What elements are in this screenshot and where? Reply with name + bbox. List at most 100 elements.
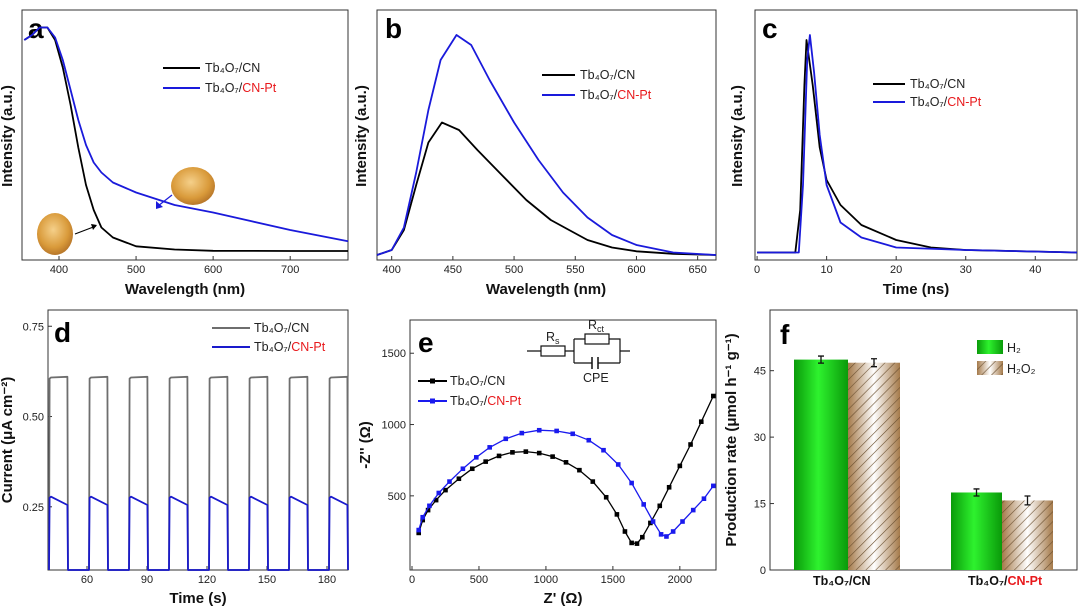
label-cpe: CPE [583, 371, 609, 385]
data-point [698, 419, 704, 424]
panel-letter: a [28, 13, 44, 44]
x-tick-label: 650 [688, 264, 706, 276]
panel-letter: d [54, 317, 71, 348]
data-point [416, 527, 422, 533]
arrow-head [156, 201, 163, 209]
bar-h2 [951, 492, 1002, 570]
label-prefix: Tb₄O₇/ [450, 374, 488, 388]
plot-frame [769, 309, 1078, 571]
label-suffix: CN-Pt [291, 340, 326, 354]
error-bar [1024, 495, 1031, 506]
legend-label: Tb₄O₇/CN [205, 61, 260, 75]
data-point [523, 449, 529, 454]
x-axis-title: Z' (Ω) [544, 590, 583, 607]
data-point [711, 393, 716, 399]
label-prefix: Tb₄O₇/ [205, 61, 243, 75]
x-tick-label: 600 [627, 264, 645, 276]
x-tick-label: 600 [204, 264, 222, 276]
legend-label: Tb₄O₇/CN [910, 77, 965, 91]
data-point [487, 445, 492, 450]
label-prefix: Tb₄O₇/ [580, 88, 618, 102]
error-bar [871, 358, 877, 368]
x-tick-label: 400 [50, 264, 68, 276]
label-suffix: CN [291, 321, 309, 335]
x-axis-title: Time (s) [169, 590, 226, 607]
panel-letter: f [780, 319, 790, 350]
bar-hatch [1002, 500, 1053, 570]
label-prefix: Tb₄O₇/ [813, 574, 853, 588]
circuit-wires [527, 338, 630, 364]
panel-d: d 60 90 120 150 180 0.25 0.50 0.75 Time (s) Curren… [0, 309, 349, 607]
data-point [670, 529, 676, 534]
label-prefix: Tb₄O₇/ [254, 340, 292, 354]
series-line [23, 26, 349, 243]
legend-label: Tb₄O₇/CN-Pt [580, 88, 652, 102]
x-tick-label: 20 [890, 264, 902, 276]
data-point [641, 502, 646, 507]
legend-label: Tb₄O₇/CN-Pt [968, 574, 1043, 588]
y-tick-label: 1500 [382, 348, 406, 360]
x-tick-label: 60 [81, 574, 93, 586]
series-line [757, 34, 1078, 254]
x-tick-label: 10 [821, 264, 833, 276]
data-point [640, 534, 645, 540]
x-tick-label: 550 [566, 264, 584, 276]
label-suffix: CN-Pt [947, 95, 982, 109]
data-point [601, 447, 606, 453]
particle-image-cn [37, 213, 73, 255]
data-point [469, 466, 475, 472]
data-point [483, 459, 488, 464]
data-point [666, 484, 672, 490]
series-line [376, 34, 717, 256]
x-tick-label: 700 [281, 264, 299, 276]
label-suffix: CN-Pt [487, 394, 522, 408]
r: R [546, 330, 555, 344]
y-tick-label: 0.25 [23, 502, 44, 514]
y-tick-label: 30 [754, 432, 766, 444]
data-point [629, 480, 634, 486]
data-point [711, 483, 716, 489]
legend-label: Tb₄O₇/CN-Pt [205, 81, 277, 95]
legend-marker [430, 398, 435, 404]
data-point [433, 497, 439, 503]
y-tick-label: 0.75 [23, 321, 44, 333]
label-prefix: Tb₄O₇/ [910, 77, 948, 91]
y-axis-title: Intensity (a.u.) [729, 85, 746, 187]
label-prefix: Tb₄O₇/ [580, 68, 618, 82]
data-point [554, 428, 559, 434]
r: R [588, 318, 597, 332]
data-point [536, 427, 542, 433]
plot-frame [376, 9, 717, 261]
x-tick-label: 150 [258, 574, 276, 586]
label-prefix: Tb₄O₇/ [205, 81, 243, 95]
data-point [550, 454, 555, 459]
data-point [614, 512, 620, 517]
legend-label: Tb₄O₇/CN-Pt [254, 340, 326, 354]
data-point [590, 479, 596, 484]
legend-marker [430, 378, 435, 384]
label-suffix: CN [487, 374, 505, 388]
data-point [473, 455, 479, 460]
label-suffix: CN [852, 574, 870, 588]
data-point [536, 450, 542, 456]
arrow-head [91, 224, 97, 230]
y-tick-label: 0.50 [23, 412, 44, 424]
panel-b: b 400 450 500 550 600 650 Wavelength (nm) Intens… [353, 9, 717, 298]
data-point [650, 519, 656, 524]
data-point [634, 541, 640, 546]
legend-label: Tb₄O₇/CN [580, 68, 635, 82]
data-point [447, 479, 452, 484]
x-tick-label: 1000 [534, 574, 558, 586]
bar-hatch [848, 362, 900, 570]
series-line [48, 375, 349, 571]
data-point [657, 503, 663, 509]
x-tick-label: 500 [127, 264, 145, 276]
data-point [603, 494, 609, 500]
data-point [664, 534, 669, 539]
legend-label: Tb₄O₇/CN-Pt [450, 394, 522, 408]
plot-frame [409, 319, 717, 571]
y-axis-title: Intensity (a.u.) [0, 85, 16, 187]
legend-label: Tb₄O₇/CN [254, 321, 309, 335]
x-tick-label: 1500 [601, 574, 625, 586]
